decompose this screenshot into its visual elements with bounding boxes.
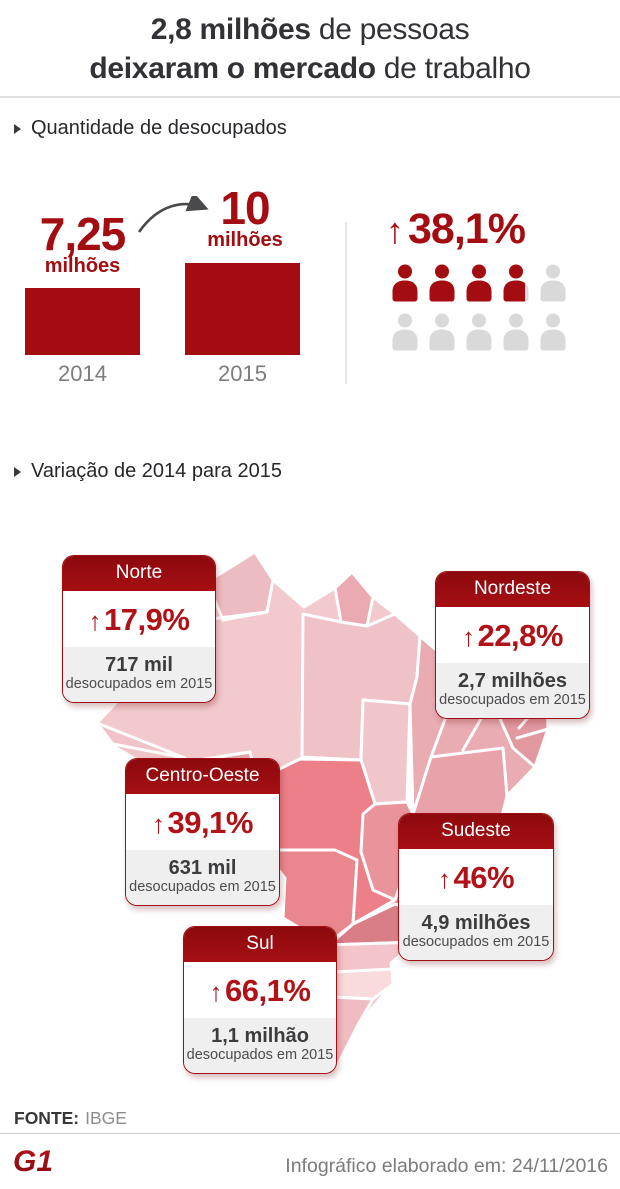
title-line-2: deixaram o mercado de trabalho xyxy=(89,52,531,85)
callout-sul-footer: 1,1 milhão desocupados em 2015 xyxy=(184,1018,336,1073)
person-icon xyxy=(538,264,568,302)
up-arrow-icon: ↑ xyxy=(462,622,475,652)
bar-value-2014: 7,25 milhões xyxy=(39,208,127,277)
person-icon xyxy=(501,264,531,302)
callout-centro-oeste: Centro-Oeste ↑39,1% 631 mil desocupados … xyxy=(125,758,280,906)
map-state-roraima xyxy=(205,552,275,622)
title-line-1: 2,8 milhões de pessoas xyxy=(150,13,470,46)
bullet-triangle-icon xyxy=(14,123,21,134)
person-icon xyxy=(390,313,420,351)
callout-norte-footer: 717 mil desocupados em 2015 xyxy=(63,647,215,702)
map-state-amapa xyxy=(333,570,375,628)
g1-logo: G1 xyxy=(13,1145,53,1178)
divider-bottom xyxy=(0,1133,620,1134)
map-border-line xyxy=(111,742,187,760)
source-label: FONTE: xyxy=(14,1108,80,1128)
svg-text:G1: G1 xyxy=(13,1145,53,1178)
page-title: 2,8 milhões de pessoas deixaram o mercad… xyxy=(0,10,620,88)
bar-2014 xyxy=(25,263,140,355)
person-icon xyxy=(538,313,568,351)
credit-text: Infográfico elaborado em: 24/11/2016 xyxy=(285,1155,608,1177)
bar-value-2015: 10 milhões xyxy=(207,182,283,251)
axis-label-2014: 2014 xyxy=(58,361,107,386)
bullet-triangle-icon xyxy=(14,466,21,477)
source-line: FONTE: IBGE xyxy=(14,1108,127,1129)
up-arrow-icon: ↑ xyxy=(437,864,451,894)
up-arrow-icon: ↑ xyxy=(386,210,404,251)
person-icon xyxy=(464,313,494,351)
section-unemployed-count: Quantidade de desocupados xyxy=(14,117,287,140)
callout-centro-oeste-footer: 631 mil desocupados em 2015 xyxy=(126,850,279,905)
map-border-line xyxy=(515,727,550,740)
bar-2015 xyxy=(185,263,300,355)
section-variation-label: Variação de 2014 para 2015 xyxy=(31,460,282,482)
vertical-divider xyxy=(345,222,347,384)
axis-label-2015: 2015 xyxy=(218,361,267,386)
source-value: IBGE xyxy=(85,1108,127,1128)
callout-norte: Norte ↑17,9% 717 mil desocupados em 2015 xyxy=(62,555,216,703)
person-icon xyxy=(390,264,420,302)
bar-2015-fill xyxy=(185,263,300,355)
pictogram-row-1 xyxy=(390,264,568,302)
callout-sudeste-footer: 4,9 milhões desocupados em 2015 xyxy=(399,905,553,960)
callout-sudeste-percent: ↑46% xyxy=(437,860,515,895)
person-icon xyxy=(427,264,457,302)
up-arrow-icon: ↑ xyxy=(88,606,102,636)
callout-nordeste-title: Nordeste xyxy=(436,572,589,607)
up-arrow-icon: ↑ xyxy=(152,809,165,839)
callout-sul-percent: ↑66,1% xyxy=(209,973,311,1008)
pictogram-row-2 xyxy=(390,313,568,351)
person-icon xyxy=(427,313,457,351)
trend-arrow-icon xyxy=(137,196,209,233)
callout-nordeste-percent: ↑22,8% xyxy=(462,618,563,653)
callout-sul: Sul ↑66,1% 1,1 milhão desocupados em 201… xyxy=(183,926,337,1074)
person-icon xyxy=(501,313,531,351)
callout-norte-percent: ↑17,9% xyxy=(88,602,190,637)
divider-top xyxy=(0,96,620,98)
callout-sudeste: Sudeste ↑46% 4,9 milhões desocupados em … xyxy=(398,813,554,961)
callout-centro-oeste-title: Centro-Oeste xyxy=(126,759,279,794)
bar-2014-fill xyxy=(25,288,140,355)
section-unemployed-label: Quantidade de desocupados xyxy=(31,117,287,139)
up-arrow-icon: ↑ xyxy=(209,977,223,1007)
callout-sudeste-title: Sudeste xyxy=(399,814,553,849)
section-variation: Variação de 2014 para 2015 xyxy=(14,460,282,483)
people-pictogram xyxy=(390,264,568,362)
person-icon xyxy=(464,264,494,302)
callout-nordeste-footer: 2,7 milhões desocupados em 2015 xyxy=(436,663,589,718)
callout-norte-title: Norte xyxy=(63,556,215,591)
callout-sul-title: Sul xyxy=(184,927,336,962)
increase-percentage: ↑ 38,1% xyxy=(386,205,526,253)
callout-nordeste: Nordeste ↑22,8% 2,7 milhões desocupados … xyxy=(435,571,590,719)
callout-centro-oeste-percent: ↑39,1% xyxy=(152,805,253,840)
